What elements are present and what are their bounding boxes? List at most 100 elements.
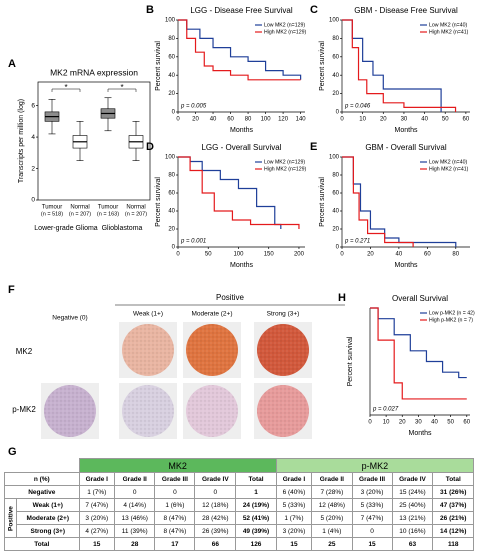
table-cell: 3 (20%) [78,511,116,525]
x-tick-label: 40 [421,117,428,123]
table-cell: 8 (47%) [154,524,196,538]
significance-marker: * [120,83,123,92]
table-cell: 6 (40%) [275,485,313,499]
y-tick-label: 2 [31,165,35,172]
y-tick-label: 4 [31,134,35,141]
table-cell: 49 (39%) [235,524,277,538]
y-tick-label: 100 [165,155,176,161]
table-cell: 1 (7%) [275,511,313,525]
legend-label: High MK2 (n=129) [264,29,307,35]
ihc-image [41,383,99,439]
x-tick-label: 150 [264,252,275,258]
table-row: Strong (3+) 4 (27%) 11 (39%) 8 (47%) 26 (39%… [5,524,474,538]
table-cell: 1 (6%) [154,498,196,512]
legend-label: High MK2 (n=41) [429,29,469,35]
y-axis-label: Percent survival [155,177,162,227]
table-cell: 0 [114,485,156,499]
group-label: Lower-grade Glioma [34,225,98,232]
table-cell: 7 (28%) [311,485,353,499]
survival-curve [342,156,414,247]
n-label: (n = 163) [97,211,119,217]
ihc-image [254,383,312,439]
y-axis-label: Percent survival [347,336,354,386]
legend-label: Low MK2 (n=129) [264,22,305,28]
y-axis-label: Percent survival [319,41,326,91]
column-header: Grade I [78,472,116,486]
panel-label: F [8,284,15,296]
table-cell: 126 [235,537,277,551]
x-tick-label: 100 [261,117,272,123]
x-tick-label: 20 [380,117,387,123]
y-tick-label: 20 [168,91,175,97]
legend-label: Low MK2 (n=40) [429,22,467,28]
y-tick-label: 100 [329,155,340,161]
y-tick-label: 0 [336,245,340,251]
x-tick-label: 60 [227,117,234,123]
table-cell: 28 [114,537,156,551]
table-cell: 15 [351,537,393,551]
table-cell: 28 (42%) [194,511,237,525]
column-header: Grade IV [391,472,434,486]
row-label: Strong (3+) [16,524,80,538]
legend-label: Low MK2 (n=129) [264,159,305,165]
significance-bracket [51,88,81,92]
table-cell: 26 (39%) [194,524,237,538]
table-cell: 25 (40%) [391,498,434,512]
n-label: (n = 207) [125,211,147,217]
y-tick-label: 40 [168,73,175,79]
x-axis-label: Months [409,430,432,437]
y-tick-label: 40 [332,73,339,79]
x-tick-label: 40 [210,117,217,123]
table-cell: 15 (24%) [391,485,434,499]
survival-curve [370,307,467,379]
panel-label: D [146,141,154,153]
column-header: Grade III [351,472,393,486]
x-tick-label: 40 [431,420,438,426]
x-tick-label: Normal [70,205,89,211]
table-cell: 1 (7%) [78,485,116,499]
n-label: (n = 207) [69,211,91,217]
x-tick-label: 80 [245,117,252,123]
x-tick-label: 30 [401,117,408,123]
ihc-header: Positive [216,293,245,302]
column-header: Total [235,472,277,486]
y-tick-label: 40 [332,209,339,215]
y-tick-label: 100 [329,18,340,24]
ihc-image [119,322,177,378]
column-header: Grade II [311,472,353,486]
column-header: Total [432,472,474,486]
x-tick-label: 0 [340,252,344,258]
x-tick-label: 60 [463,117,470,123]
x-tick-label: Tumour [42,205,62,211]
y-tick-label: 60 [332,191,339,197]
table-cell: 14 (12%) [432,524,474,538]
table-cell: 47 (37%) [432,498,474,512]
table-cell: 15 [275,537,313,551]
x-tick-label: Normal [126,205,145,211]
ihc-image [183,383,241,439]
table-cell: 11 (39%) [114,524,156,538]
column-label: Negative (0) [52,315,87,322]
x-tick-label: 60 [463,420,470,426]
x-tick-label: Tumour [98,205,118,211]
legend-label: Low p-MK2 (n = 42) [429,310,475,316]
corner: n (%) [4,472,80,486]
column-header: Grade III [154,472,196,486]
x-tick-label: 0 [176,117,180,123]
ihc-image [183,322,241,378]
panel-label: H [338,292,346,304]
table-cell: 24 (19%) [235,498,277,512]
x-tick-label: 30 [415,420,422,426]
survival-curve [342,19,457,112]
table-cell: 63 [391,537,434,551]
chart-title: GBM - Disease Free Survival [354,6,458,15]
column-header: Grade I [275,472,313,486]
y-tick-label: 0 [172,245,176,251]
x-axis-label: Months [230,262,253,269]
row-label: Negative [4,485,80,499]
p-value: p = 0.271 [344,239,370,245]
y-tick-label: 80 [332,173,339,179]
y-tick-label: 60 [168,191,175,197]
table-cell: 26 (21%) [432,511,474,525]
